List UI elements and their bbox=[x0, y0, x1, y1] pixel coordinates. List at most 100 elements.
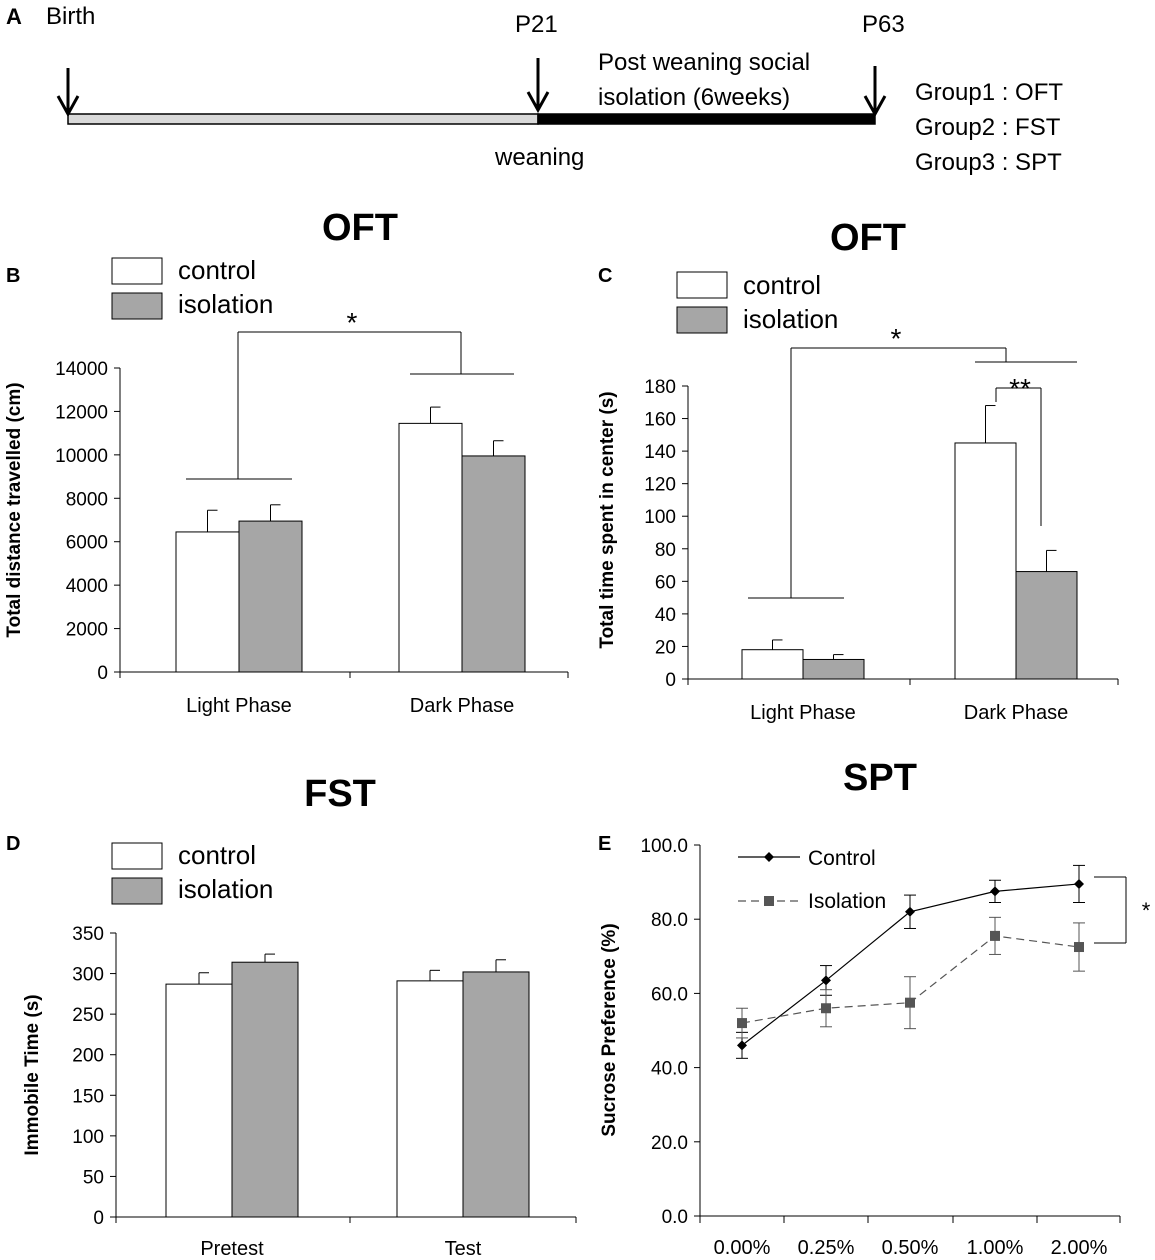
chart-e-point-control bbox=[737, 1040, 747, 1051]
chart-c-significance-star: * bbox=[891, 323, 902, 354]
chart-e-ytick-label: 60.0 bbox=[651, 984, 688, 1005]
chart-b-bar-isolation-dark-phase bbox=[461, 455, 526, 673]
chart-b-ytick-label: 8000 bbox=[66, 489, 108, 510]
chart-e-legend-isolation: Isolation bbox=[808, 890, 886, 913]
chart-b-legend-isolation: isolation bbox=[178, 289, 273, 319]
chart-b-ytick-label: 10000 bbox=[55, 446, 108, 467]
chart-c-ytick-label: 20 bbox=[655, 637, 676, 658]
chart-c-bar-control-dark-phase bbox=[954, 442, 1017, 680]
chart-b-ytick-label: 4000 bbox=[66, 576, 108, 597]
chart-e-point-isolation bbox=[1074, 942, 1084, 953]
chart-e-ytick-label: 0.0 bbox=[662, 1207, 688, 1228]
chart-c-category-label: Dark Phase bbox=[964, 702, 1069, 724]
chart-d-bar-control-test bbox=[396, 980, 464, 1218]
chart-c-pairwise-bracket bbox=[995, 387, 1042, 526]
timeline-isolation-line1: Post weaning social bbox=[598, 49, 810, 76]
chart-e-point-control bbox=[905, 906, 915, 917]
panel-label-b: B bbox=[6, 265, 20, 287]
chart-e-legend-control: Control bbox=[808, 847, 876, 870]
chart-c-ylabel: Total time spent in center (s) bbox=[597, 391, 618, 648]
chart-c-ytick-label: 60 bbox=[655, 572, 676, 593]
chart-c-ytick-label: 0 bbox=[665, 670, 676, 691]
chart-d-fst: D FST Immobile Time (s) control isolatio… bbox=[6, 773, 577, 1260]
chart-d-category-label: Pretest bbox=[200, 1238, 264, 1260]
timeline-group-1: Group1 : OFT bbox=[915, 79, 1063, 106]
panel-label-e: E bbox=[598, 833, 611, 855]
chart-c-legend-isolation-swatch bbox=[676, 306, 728, 334]
chart-c-bar-isolation-dark-phase bbox=[1015, 571, 1078, 680]
chart-e-point-isolation bbox=[737, 1018, 747, 1029]
chart-c-ytick-label: 180 bbox=[644, 377, 676, 398]
chart-e-point-isolation bbox=[990, 930, 1000, 941]
timeline-isolation-line2: isolation (6weeks) bbox=[598, 84, 790, 111]
chart-e-point-control bbox=[1074, 878, 1084, 889]
chart-e-ytick-label: 40.0 bbox=[651, 1059, 688, 1080]
chart-d-legend-isolation: isolation bbox=[178, 874, 273, 904]
chart-c-ytick-label: 140 bbox=[644, 442, 676, 463]
chart-e-significance-star: * bbox=[1142, 898, 1151, 923]
chart-e-point-isolation bbox=[821, 1003, 831, 1014]
chart-c-bar-control-light-phase bbox=[741, 649, 804, 680]
panel-label-a: A bbox=[6, 4, 22, 29]
chart-e-ytick-label: 80.0 bbox=[651, 910, 688, 931]
chart-b-legend-control: control bbox=[178, 255, 256, 285]
chart-c-ytick-label: 100 bbox=[644, 507, 676, 528]
chart-c-bar-isolation-light-phase bbox=[802, 658, 865, 680]
chart-d-ytick-label: 250 bbox=[72, 1005, 104, 1026]
chart-b-title: OFT bbox=[322, 207, 398, 249]
chart-e-ylabel: Sucrose Preference (%) bbox=[599, 923, 620, 1136]
chart-b-significance-bracket bbox=[186, 331, 514, 480]
chart-e-point-control bbox=[821, 975, 831, 986]
chart-e-point-isolation bbox=[905, 997, 915, 1008]
chart-c-significance-bracket bbox=[748, 347, 1077, 599]
chart-c-legend-control-swatch bbox=[676, 271, 728, 299]
chart-d-bar-isolation-pretest bbox=[231, 961, 299, 1218]
chart-d-title: FST bbox=[304, 773, 376, 815]
chart-b-ytick-label: 14000 bbox=[55, 359, 108, 380]
chart-d-bar-control-pretest bbox=[165, 983, 233, 1218]
timeline-pre-weaning-bar bbox=[67, 113, 539, 125]
chart-e-ytick-label: 20.0 bbox=[651, 1133, 688, 1154]
panel-label-c: C bbox=[598, 265, 612, 287]
chart-c-ytick-label: 40 bbox=[655, 605, 676, 626]
chart-c-ytick-label: 160 bbox=[644, 410, 676, 431]
chart-b-oft-distance: B OFT Total distance travelled (cm) cont… bbox=[4, 207, 569, 717]
timeline-group-3: Group3 : SPT bbox=[915, 149, 1062, 176]
chart-b-ytick-label: 12000 bbox=[55, 402, 108, 423]
timeline-isolation-bar bbox=[537, 113, 876, 125]
chart-b-significance-star: * bbox=[347, 307, 358, 338]
timeline-birth-label: Birth bbox=[46, 3, 95, 30]
chart-d-ylabel: Immobile Time (s) bbox=[22, 994, 43, 1155]
chart-e-legend-control-marker bbox=[764, 852, 774, 862]
chart-d-ytick-label: 150 bbox=[72, 1086, 104, 1107]
chart-c-ytick-label: 80 bbox=[655, 540, 676, 561]
chart-e-spt: E SPT Sucrose Preference (%) Control Iso… bbox=[598, 757, 1151, 1259]
chart-c-pairwise-stars: ** bbox=[1009, 373, 1031, 404]
chart-c-oft-center-time: C OFT Total time spent in center (s) con… bbox=[597, 217, 1119, 724]
timeline-group-2: Group2 : FST bbox=[915, 114, 1061, 141]
chart-e-legend-isolation-marker bbox=[764, 896, 774, 906]
chart-d-ytick-label: 300 bbox=[72, 965, 104, 986]
timeline-p63-arrow bbox=[863, 66, 887, 118]
chart-d-legend-isolation-swatch bbox=[111, 877, 163, 905]
chart-d-bar-isolation-test bbox=[462, 971, 530, 1218]
chart-c-legend-control: control bbox=[743, 270, 821, 300]
chart-e-xtick-label: 0.25% bbox=[798, 1237, 855, 1259]
chart-d-legend-control-swatch bbox=[111, 842, 163, 870]
chart-e-ytick-label: 100.0 bbox=[640, 836, 688, 857]
chart-b-legend-control-swatch bbox=[111, 257, 163, 285]
timeline-birth-arrow bbox=[56, 68, 80, 118]
chart-d-legend-control: control bbox=[178, 840, 256, 870]
chart-e-xtick-label: 2.00% bbox=[1051, 1237, 1108, 1259]
chart-e-significance-bracket bbox=[1094, 876, 1127, 944]
timeline-p63-label: P63 bbox=[862, 11, 905, 38]
panel-label-d: D bbox=[6, 833, 20, 855]
chart-d-category-label: Test bbox=[445, 1238, 482, 1260]
chart-d-ytick-label: 50 bbox=[83, 1167, 104, 1188]
chart-b-ytick-label: 0 bbox=[97, 663, 108, 684]
chart-e-xtick-label: 0.50% bbox=[882, 1237, 939, 1259]
chart-e-xtick-label: 1.00% bbox=[967, 1237, 1024, 1259]
chart-d-ytick-label: 100 bbox=[72, 1127, 104, 1148]
chart-c-legend-isolation: isolation bbox=[743, 304, 838, 334]
